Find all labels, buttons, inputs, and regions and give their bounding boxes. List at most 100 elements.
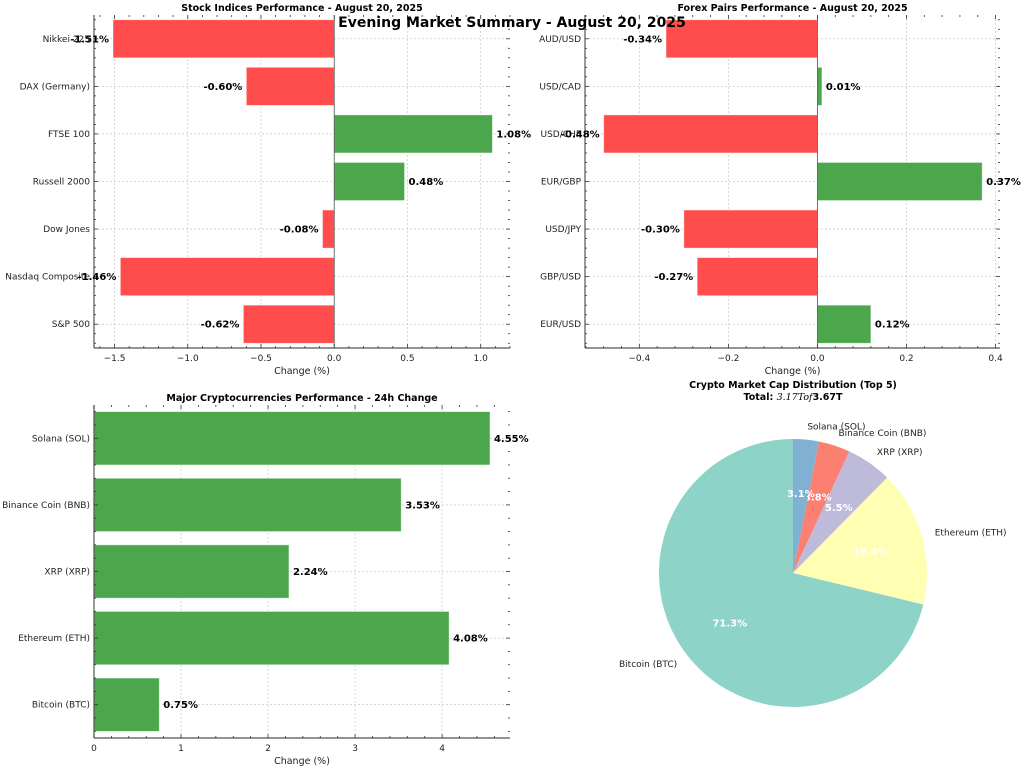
x-tick-label: 0 — [91, 744, 97, 754]
category-label: USD/JPY — [545, 225, 581, 235]
value-label: 1.08% — [496, 129, 531, 140]
pie-subtitle-prefix: Total: — [744, 392, 777, 403]
x-tick-label: −1.5 — [104, 354, 126, 364]
value-label: 0.37% — [986, 177, 1021, 188]
bar-binance-coin-bnb — [93, 477, 402, 532]
category-label: XRP (XRP) — [44, 568, 90, 578]
pie-slice-bitcoin-btc — [659, 439, 924, 707]
bar-gbp-usd — [696, 257, 818, 297]
category-label: DAX (Germany) — [20, 82, 90, 92]
x-tick-label: −0.4 — [628, 354, 650, 364]
pie-label: Bitcoin (BTC) — [619, 660, 677, 670]
value-label: 4.55% — [494, 434, 529, 445]
bar-solana-sol — [93, 411, 491, 466]
bar-eur-gbp — [817, 162, 983, 201]
pie-slice-ethereum-eth — [793, 477, 927, 605]
category-label: Binance Coin (BNB) — [2, 501, 90, 511]
bar-nikkei-225 — [112, 19, 335, 59]
x-tick-label: 3 — [352, 744, 358, 754]
value-label: -0.34% — [623, 34, 662, 45]
bar-aud-usd — [665, 19, 818, 59]
value-label: 0.12% — [875, 320, 910, 331]
pie-subtitle: Total: 3.17Tof3.67T — [744, 392, 844, 403]
category-label: Russell 2000 — [33, 178, 91, 188]
bar-usd-cad — [817, 66, 823, 106]
pie-slice-solana-sol — [793, 439, 819, 573]
pie-label: XRP (XRP) — [877, 448, 923, 458]
pie-label: Binance Coin (BNB) — [839, 429, 927, 439]
forex-pairs-panel: −0.4 −0.2 0.0 0.2 0.4 EUR/USD GBP/USD USD/JPY EU… — [539, 3, 1021, 377]
panel-title: Stock Indices Performance - August 20, 2… — [181, 3, 422, 14]
category-label: S&P 500 — [52, 320, 90, 330]
x-tick-label: −0.5 — [250, 354, 272, 364]
category-label: Bitcoin (BTC) — [32, 701, 90, 711]
value-label: -0.30% — [641, 225, 680, 236]
x-tick-label: 0.4 — [988, 354, 1003, 364]
pie-percent-label: 16.4% — [853, 547, 888, 558]
value-label: -0.48% — [561, 129, 600, 140]
x-tick-label: 1.0 — [474, 354, 489, 364]
figure-suptitle: Evening Market Summary - August 20, 2025 — [338, 15, 686, 31]
x-axis-label: Change (%) — [274, 366, 330, 377]
x-tick-label: 1 — [178, 744, 184, 754]
pie-subtitle-total: 3.67T — [813, 392, 843, 403]
bar-usd-chf — [603, 114, 818, 154]
value-label: 0.75% — [163, 700, 198, 711]
stock-indices-panel: −1.5 −1.0 −0.5 0.0 0.5 1.0 S&P 500 Nasdaq Compo… — [5, 3, 531, 377]
category-label: Solana (SOL) — [32, 434, 90, 444]
category-label: EUR/USD — [540, 320, 581, 330]
x-tick-label: 0.0 — [327, 354, 342, 364]
value-label: 3.53% — [405, 500, 440, 511]
bar-ethereum-eth — [93, 611, 450, 666]
bar-s-p-500 — [243, 304, 335, 344]
value-label: 0.48% — [409, 177, 444, 188]
pie-title: Crypto Market Cap Distribution (Top 5) — [689, 380, 897, 391]
bar-eur-usd — [817, 304, 872, 344]
pie-percent-label: 3.1% — [787, 489, 815, 500]
bar-dow-jones — [322, 209, 335, 249]
market-cap-pie-panel: Bitcoin (BTC) 71.3% Ethereum (ETH) 16.4% XRP… — [619, 380, 1007, 707]
bar-dax-germany — [245, 66, 335, 106]
x-tick-label: 0.5 — [400, 354, 414, 364]
x-tick-label: 0.0 — [810, 354, 825, 364]
panel-title: Major Cryptocurrencies Performance - 24h… — [166, 393, 437, 404]
category-label: USD/CHF — [541, 130, 582, 140]
x-tick-label: −0.2 — [717, 354, 739, 364]
value-label: 0.01% — [826, 82, 861, 93]
value-label: 4.08% — [453, 634, 488, 645]
category-label: FTSE 100 — [48, 130, 90, 140]
bar-nasdaq-composite — [119, 257, 335, 297]
bar-usd-jpy — [683, 209, 818, 249]
pie-slice-binance-coin-bnb — [793, 441, 850, 573]
category-label: EUR/GBP — [541, 178, 582, 188]
category-label: GBP/USD — [540, 273, 581, 283]
x-tick-label: 4 — [439, 744, 445, 754]
pie-percent-label: 5.5% — [825, 503, 853, 514]
pie-percent-label: 71.3% — [712, 619, 747, 630]
x-tick-label: −1.0 — [177, 354, 199, 364]
category-label: Ethereum (ETH) — [18, 634, 90, 644]
x-axis-label: Change (%) — [765, 366, 821, 377]
value-label: -0.27% — [654, 272, 693, 283]
value-label: -0.62% — [201, 320, 240, 331]
category-label: AUD/USD — [539, 35, 581, 45]
pie-label: Ethereum (ETH) — [935, 529, 1007, 539]
category-label: Nasdaq Composite — [5, 273, 90, 283]
bar-russell-2000 — [333, 162, 405, 201]
value-label: -0.60% — [203, 82, 242, 93]
value-label: 2.24% — [293, 567, 328, 578]
category-label: USD/CAD — [539, 82, 581, 92]
x-axis-label: Change (%) — [274, 756, 330, 767]
value-label: -1.46% — [78, 272, 117, 283]
value-label: -1.51% — [70, 34, 109, 45]
value-label: -0.08% — [280, 225, 319, 236]
pie-percent-label: 3.8% — [804, 493, 832, 504]
x-tick-label: 0.2 — [899, 354, 913, 364]
category-label: Dow Jones — [43, 225, 90, 235]
panel-title: Forex Pairs Performance - August 20, 202… — [677, 3, 907, 14]
bar-bitcoin-btc — [93, 677, 160, 732]
pie-slice-xrp-xrp — [793, 451, 888, 573]
pie-subtitle-math: 3.17Tof — [777, 392, 814, 403]
